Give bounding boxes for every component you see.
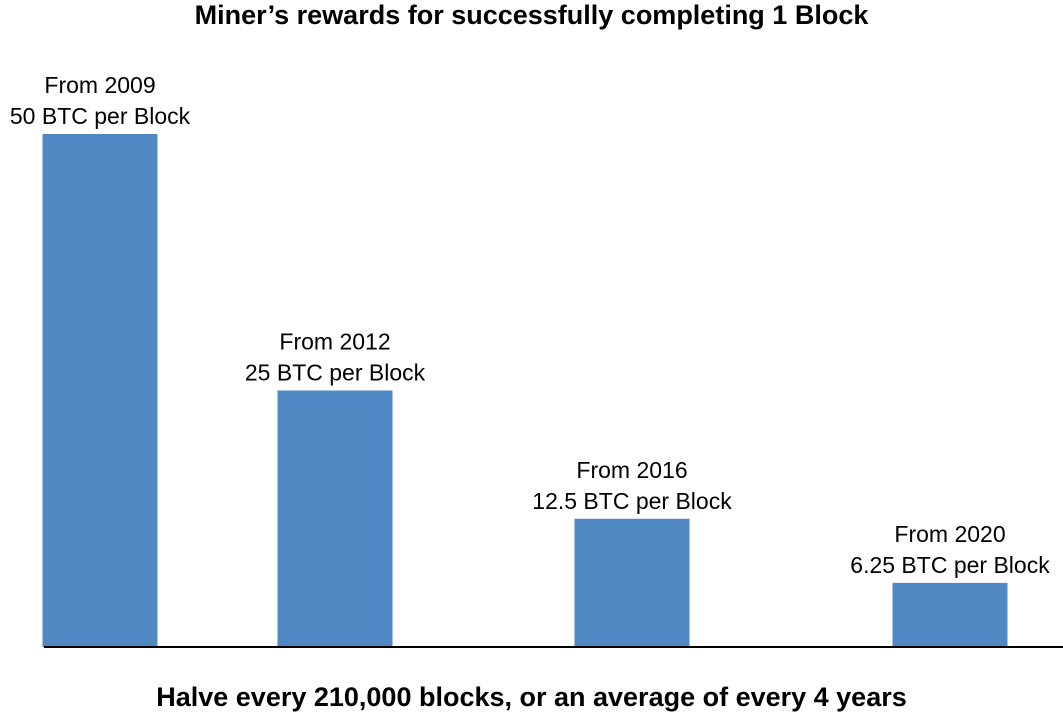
value-label-1: 50 BTC per Block bbox=[10, 103, 191, 129]
category-label-3: From 2016 bbox=[576, 457, 687, 483]
value-label-3: 12.5 BTC per Block bbox=[532, 488, 732, 514]
bar-3 bbox=[574, 518, 690, 647]
category-label-4: From 2020 bbox=[894, 521, 1005, 547]
bar-1 bbox=[42, 134, 158, 647]
category-label-1: From 2009 bbox=[44, 72, 155, 98]
labels-group: From 2009 50 BTC per Block From 2012 25 BTC… bbox=[10, 72, 1050, 578]
bar-4 bbox=[892, 582, 1008, 647]
bar-2 bbox=[277, 390, 393, 647]
chart-footer-note: Halve every 210,000 blocks, or an averag… bbox=[156, 682, 907, 712]
value-label-4: 6.25 BTC per Block bbox=[850, 552, 1050, 578]
value-label-2: 25 BTC per Block bbox=[245, 360, 426, 386]
bars-group bbox=[42, 134, 1008, 647]
chart-title: Miner’s rewards for successfully complet… bbox=[194, 0, 869, 30]
category-label-2: From 2012 bbox=[279, 329, 390, 355]
